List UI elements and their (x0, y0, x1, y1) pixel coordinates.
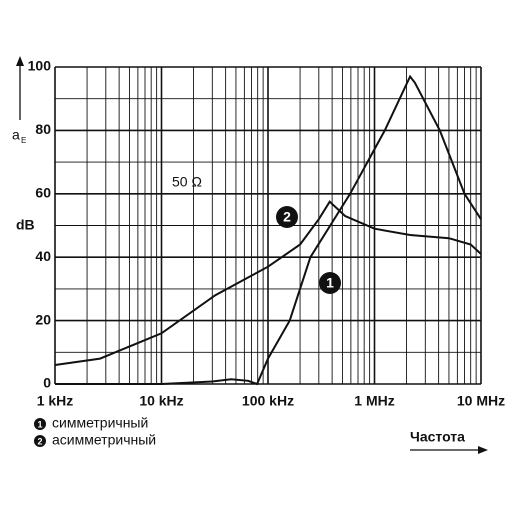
legend-marker (34, 435, 46, 447)
series-line (55, 74, 482, 386)
y-tick-label: 40 (35, 248, 51, 264)
y-label-sub: E (21, 136, 26, 145)
series-line (54, 200, 482, 366)
y-arrow-head (16, 56, 24, 66)
curve-marker (276, 206, 298, 228)
x-tick-label: 1 MHz (354, 393, 394, 409)
legend-entry: асимметричный (52, 432, 156, 448)
x-tick-label: 100 kHz (242, 393, 294, 409)
legend-entry: симметричный (52, 415, 148, 431)
y-tick-label: 20 (35, 311, 51, 327)
legend-marker-label: 1 (37, 419, 42, 429)
x-label: Частота (410, 429, 465, 445)
curve-marker-label: 2 (283, 209, 291, 225)
curve-marker (319, 272, 341, 294)
annotation: 50 Ω (172, 174, 202, 190)
x-tick-label: 10 kHz (139, 393, 183, 409)
y-tick-label: 0 (43, 375, 51, 391)
y-label: a (12, 127, 20, 143)
y-unit: dB (16, 217, 35, 233)
y-tick-label: 60 (35, 185, 51, 201)
legend-marker (34, 418, 46, 430)
x-tick-label: 1 kHz (37, 393, 74, 409)
curve-marker-label: 1 (326, 275, 334, 291)
y-tick-label: 100 (28, 58, 52, 74)
x-arrow-head (478, 446, 488, 454)
x-tick-label: 10 MHz (457, 393, 505, 409)
legend-marker-label: 2 (37, 436, 42, 446)
y-tick-label: 80 (35, 121, 51, 137)
